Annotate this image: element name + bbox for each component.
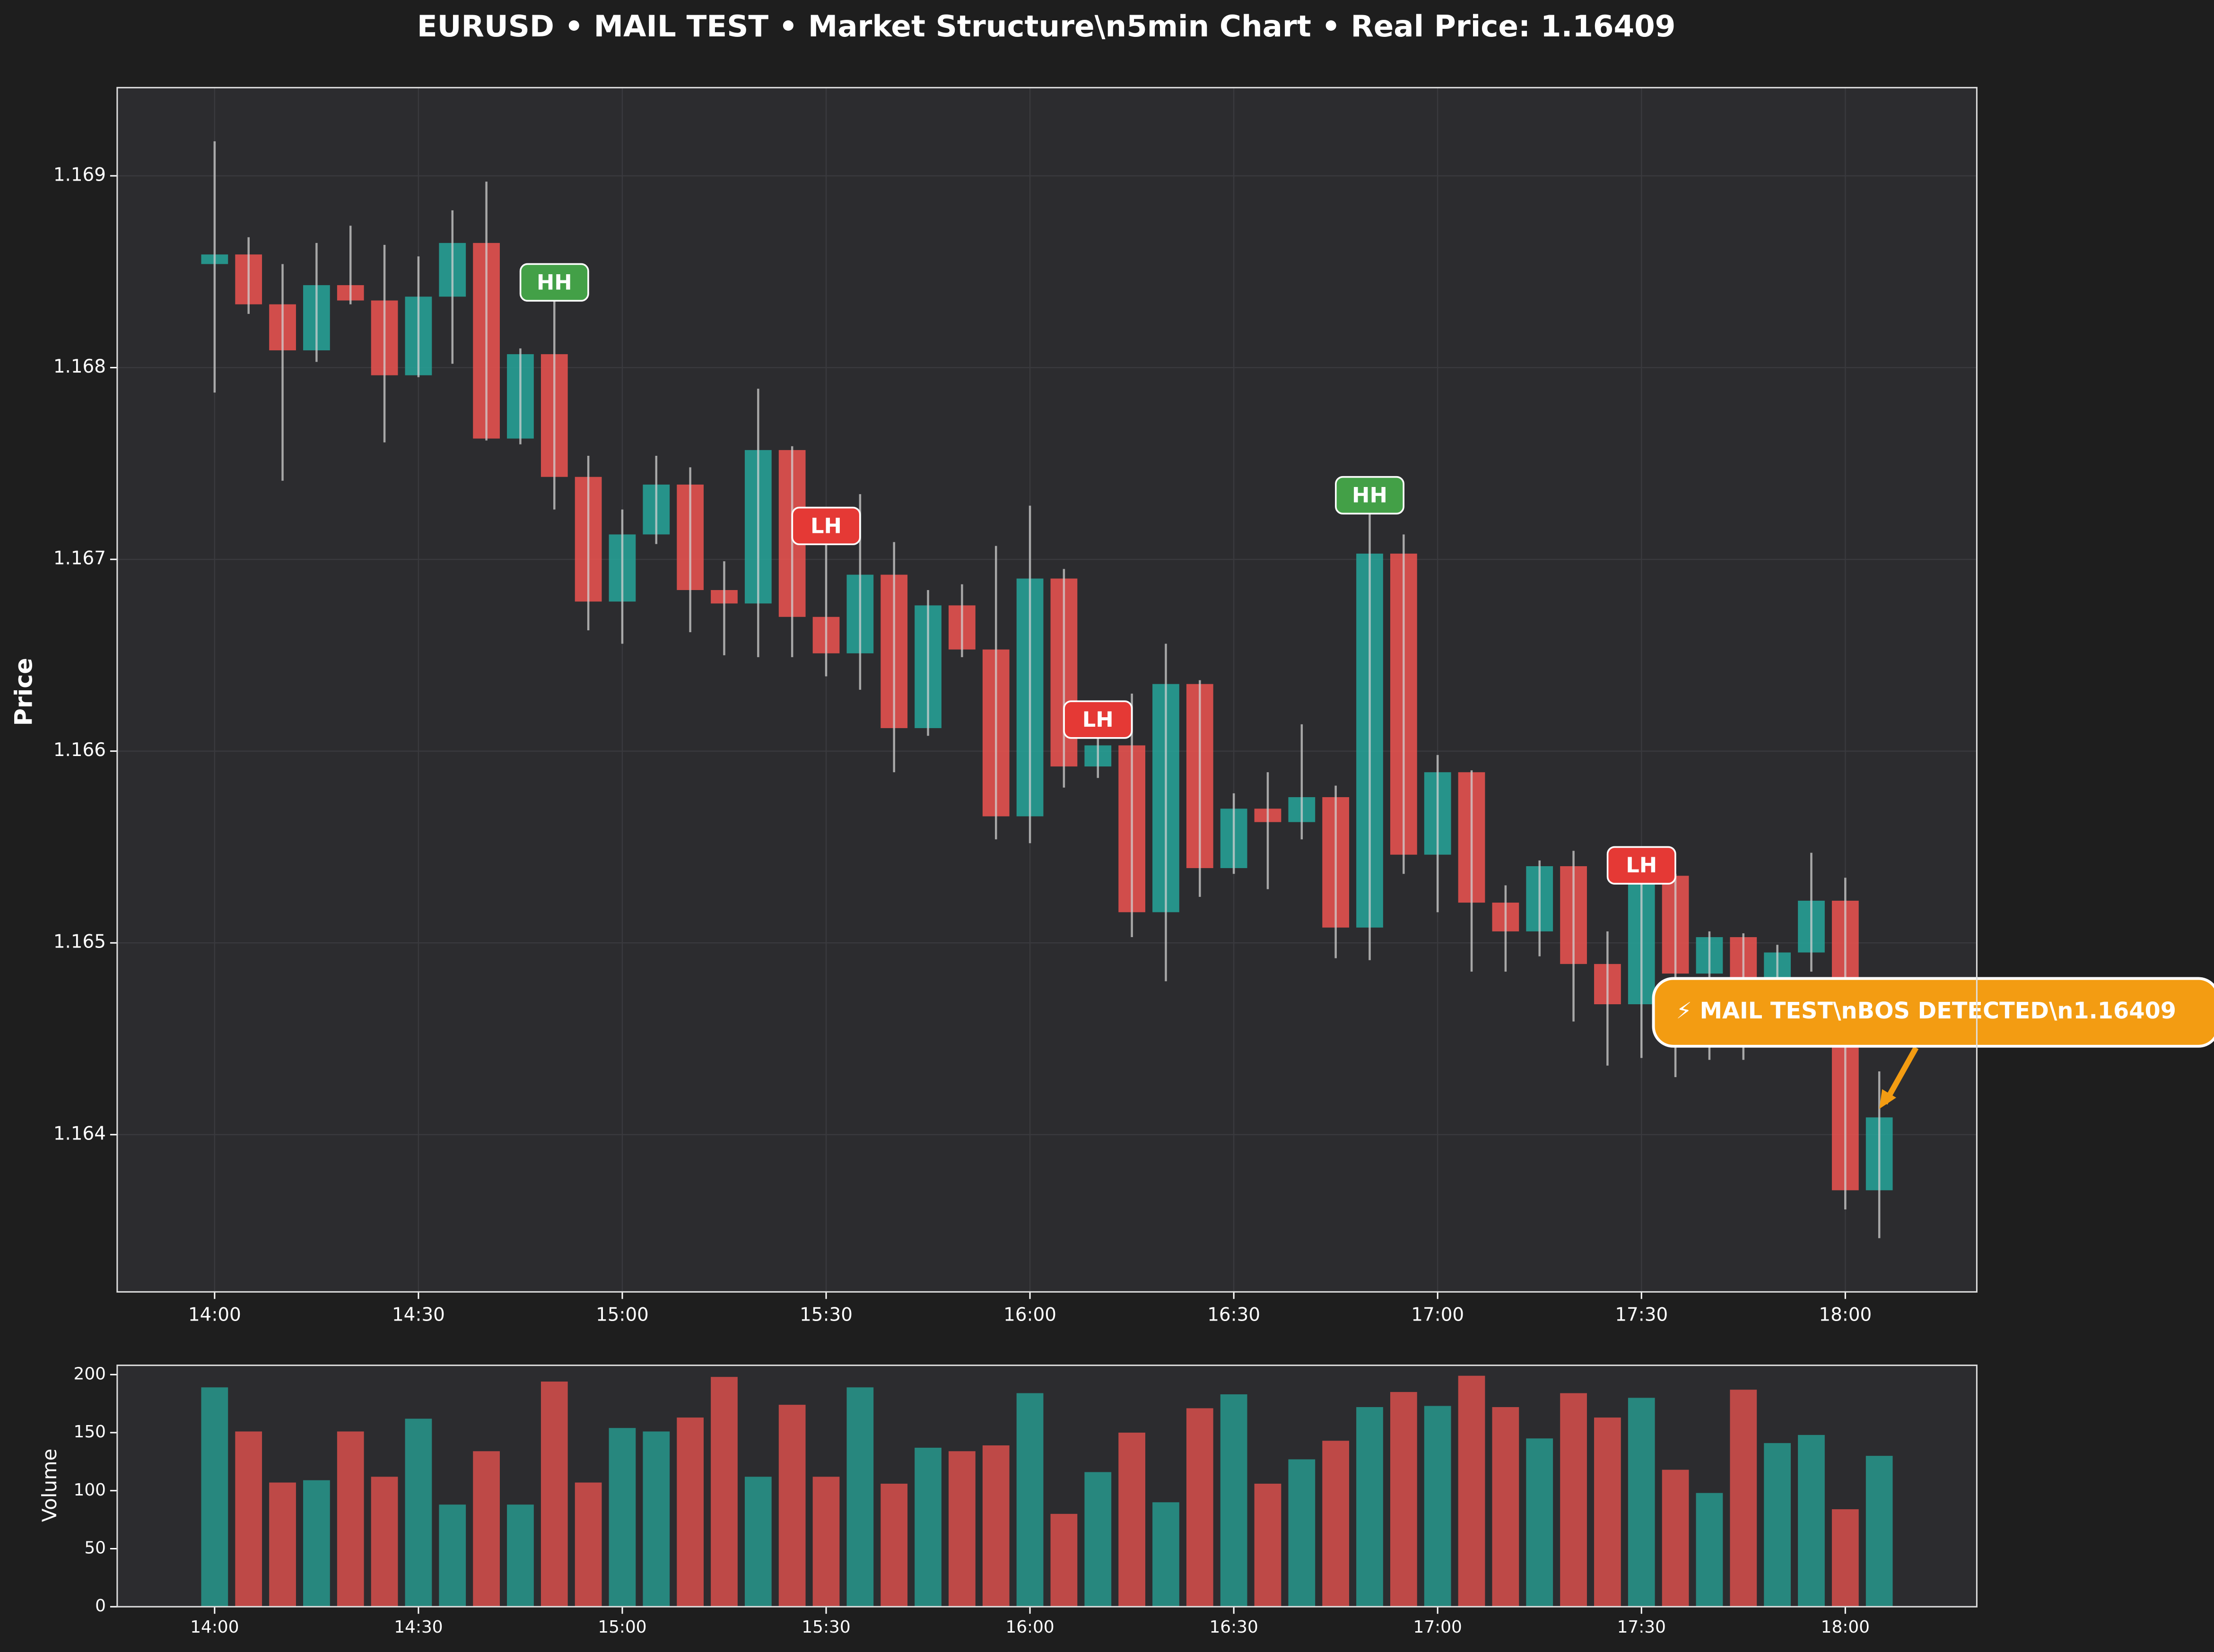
x-tick-label: 17:30 [1617, 1617, 1666, 1637]
volume-bar [235, 1431, 262, 1607]
volume-bar [371, 1477, 398, 1607]
volume-bar [201, 1387, 228, 1607]
volume-bar [1560, 1393, 1587, 1607]
volume-bar [1798, 1435, 1825, 1607]
volume-bar [846, 1387, 874, 1607]
structure-label: LH [1082, 707, 1114, 732]
volume-bar [880, 1484, 908, 1607]
volume-bar [1424, 1406, 1451, 1607]
volume-bar [1322, 1441, 1350, 1607]
volume-bar [1084, 1472, 1112, 1607]
y-tick-label: 200 [74, 1364, 106, 1383]
structure-label-box [1335, 476, 1404, 515]
volume-bar [778, 1405, 806, 1607]
volume-bar [1016, 1393, 1044, 1607]
volume-bar [1288, 1459, 1316, 1607]
plot-border [116, 87, 1978, 1293]
volume-bar [609, 1428, 636, 1607]
x-tick-label: 16:00 [1005, 1617, 1054, 1637]
volume-bar [982, 1445, 1010, 1607]
x-tick-label: 18:00 [1819, 1304, 1872, 1326]
volume-bar [439, 1504, 466, 1607]
x-tick-label: 18:00 [1821, 1617, 1870, 1637]
volume-bar [1356, 1407, 1383, 1607]
volume-bar [643, 1431, 670, 1607]
volume-bar [1764, 1443, 1791, 1607]
structure-label-box [1606, 846, 1676, 885]
volume-bar [1831, 1509, 1859, 1607]
volume-bar [1458, 1375, 1485, 1607]
volume-bar [575, 1482, 602, 1607]
volume-bar [1050, 1513, 1078, 1607]
x-tick-label: 14:30 [392, 1304, 445, 1326]
x-tick-label: 17:00 [1413, 1617, 1462, 1637]
structure-label-box [791, 506, 861, 545]
x-tick-label: 17:00 [1411, 1304, 1464, 1326]
y-tick-label: 1.169 [53, 164, 106, 185]
volume-bar [744, 1477, 772, 1607]
y-axis-label: Price [10, 658, 38, 726]
volume-bar [677, 1417, 704, 1607]
x-tick-label: 14:00 [190, 1617, 239, 1637]
structure-label-box [1063, 700, 1133, 739]
volume-bar [812, 1477, 840, 1607]
callout-arrowhead [1879, 1089, 1896, 1109]
structure-label: HH [537, 270, 572, 295]
x-tick-label: 15:00 [598, 1617, 646, 1637]
volume-bar [1730, 1390, 1757, 1607]
y-tick-label: 1.164 [53, 1123, 106, 1144]
volume-bar [1865, 1456, 1893, 1607]
x-tick-label: 14:30 [394, 1617, 443, 1637]
volume-bar [1526, 1438, 1553, 1607]
volume-bar [1118, 1433, 1145, 1607]
y-tick-label: 1.167 [53, 548, 106, 569]
structure-label: LH [1626, 852, 1657, 878]
volume-bar [1628, 1398, 1655, 1607]
volume-bar [473, 1451, 500, 1607]
chart-title: EURUSD • MAIL TEST • Market Structure\n5… [417, 9, 1676, 43]
volume-bar [507, 1504, 534, 1607]
x-tick-label: 15:30 [802, 1617, 850, 1637]
volume-bar [1186, 1408, 1213, 1607]
x-tick-label: 16:30 [1207, 1304, 1260, 1326]
x-tick-label: 17:30 [1615, 1304, 1668, 1326]
callout-box [1652, 977, 2214, 1048]
y-axis-label: Volume [38, 1449, 61, 1522]
volume-bar [269, 1482, 296, 1607]
volume-bar [405, 1418, 432, 1607]
volume-bar [1390, 1392, 1417, 1607]
x-tick-label: 16:30 [1210, 1617, 1258, 1637]
plot-border [116, 1365, 1978, 1608]
x-tick-label: 15:30 [800, 1304, 853, 1326]
volume-bar [1220, 1394, 1247, 1607]
volume-bar [1594, 1417, 1621, 1607]
y-tick-label: 1.168 [53, 356, 106, 377]
y-tick-label: 0 [95, 1596, 106, 1616]
y-tick-label: 100 [74, 1480, 106, 1500]
x-tick-label: 14:00 [188, 1304, 241, 1326]
structure-label: HH [1352, 482, 1387, 507]
x-tick-label: 16:00 [1003, 1304, 1056, 1326]
callout-text: ⚡ MAIL TEST\nBOS DETECTED\n1.16409 [1676, 998, 2176, 1024]
volume-bar [949, 1451, 976, 1607]
volume-bar [1492, 1407, 1519, 1607]
x-tick-label: 15:00 [596, 1304, 649, 1326]
y-tick-label: 1.166 [53, 739, 106, 761]
volume-bar [915, 1447, 941, 1607]
structure-label-box [519, 263, 589, 302]
structure-label: LH [811, 513, 842, 538]
volume-bar [1696, 1493, 1723, 1607]
y-tick-label: 150 [74, 1422, 106, 1442]
volume-bar [337, 1431, 364, 1607]
plot-area [117, 87, 1977, 1292]
volume-bar [711, 1377, 738, 1607]
volume-bar [303, 1480, 330, 1607]
y-tick-label: 50 [84, 1539, 106, 1558]
volume-bar [1254, 1484, 1281, 1607]
volume-bar [1662, 1469, 1689, 1607]
y-tick-label: 1.165 [53, 931, 106, 953]
volume-bar [540, 1382, 568, 1607]
volume-bar [1152, 1502, 1179, 1607]
